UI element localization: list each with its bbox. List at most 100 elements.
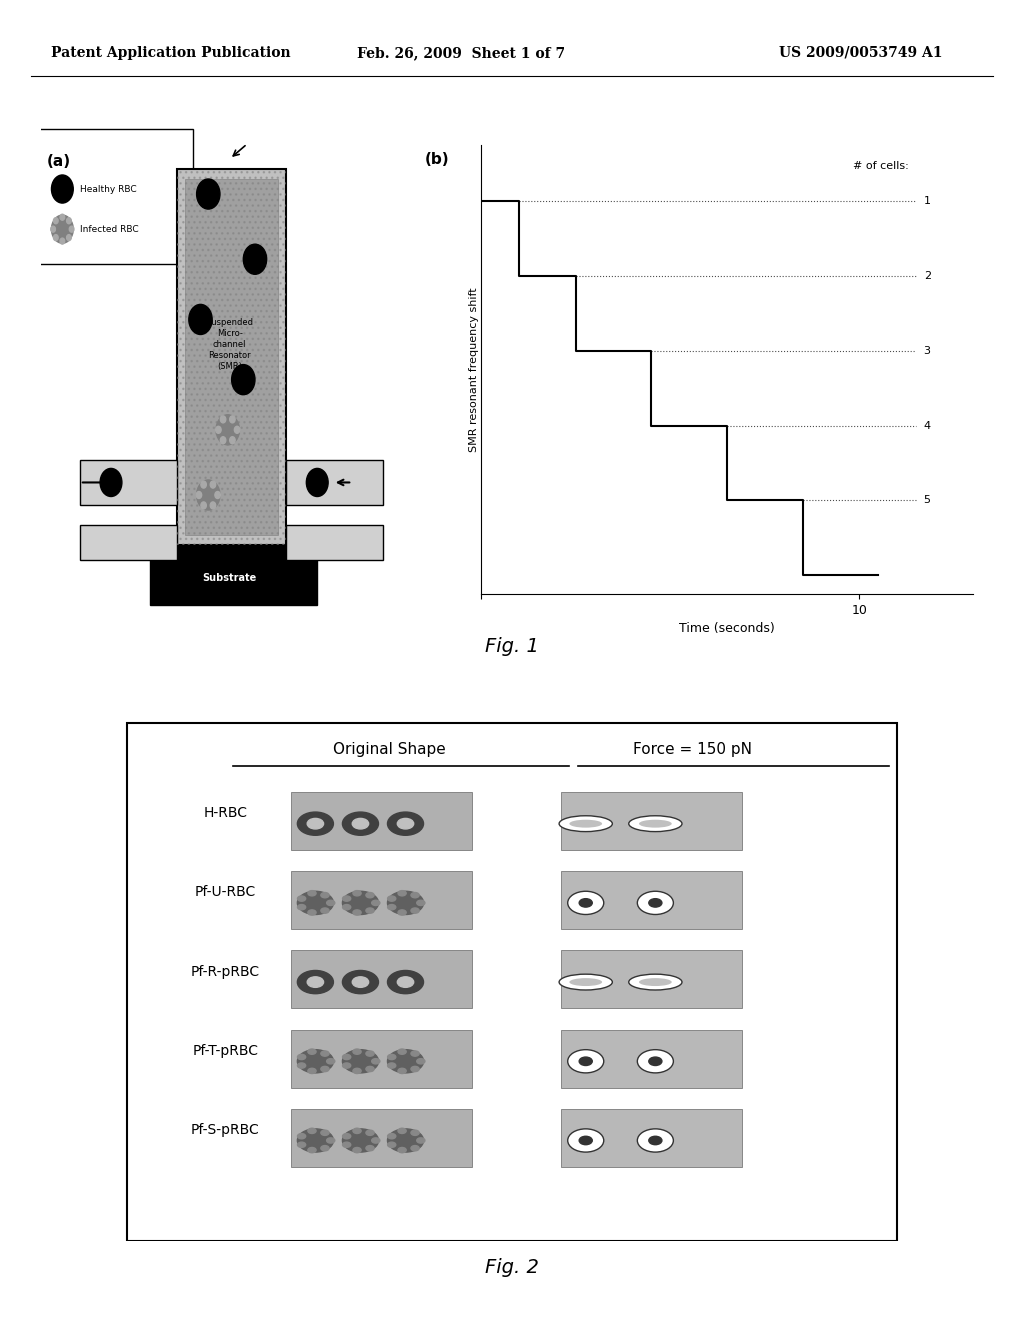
Ellipse shape [569,978,602,986]
Circle shape [417,1138,425,1143]
Ellipse shape [629,974,682,990]
Bar [185,180,279,535]
Ellipse shape [639,978,672,986]
Circle shape [366,908,374,913]
Circle shape [210,480,216,488]
Circle shape [327,1059,335,1064]
Text: 3: 3 [924,346,931,356]
Text: Suspended
Micro-
channel
Resonator
(SMR): Suspended Micro- channel Resonator (SMR) [206,318,253,371]
Circle shape [67,235,72,240]
Circle shape [70,226,74,232]
Circle shape [366,1067,374,1072]
Circle shape [398,1068,407,1073]
Ellipse shape [639,820,672,828]
Circle shape [321,908,329,913]
Circle shape [352,818,369,829]
Circle shape [388,1134,396,1139]
Bar [286,459,383,506]
Circle shape [307,818,324,829]
Bar [291,950,472,1008]
Circle shape [197,180,220,209]
Circle shape [201,502,207,510]
Circle shape [372,900,380,906]
Circle shape [387,891,424,915]
Circle shape [321,1051,329,1056]
Text: 2: 2 [924,271,931,281]
Circle shape [321,1146,329,1151]
Bar [177,169,286,545]
Circle shape [216,414,240,445]
Circle shape [649,899,662,907]
Circle shape [353,1068,361,1073]
Circle shape [60,214,65,220]
Circle shape [637,1129,674,1152]
Circle shape [388,1142,396,1147]
Circle shape [298,1055,306,1060]
Text: Fig. 2: Fig. 2 [485,1258,539,1276]
Circle shape [100,469,122,496]
Circle shape [366,892,374,898]
Circle shape [366,1146,374,1151]
Bar [561,871,742,929]
Circle shape [580,899,592,907]
Bar [561,792,742,850]
X-axis label: Time (seconds): Time (seconds) [679,622,775,635]
Circle shape [387,812,424,836]
Circle shape [411,908,419,913]
Ellipse shape [629,816,682,832]
Circle shape [297,891,334,915]
Circle shape [197,480,220,510]
Circle shape [308,891,316,896]
Circle shape [297,1049,334,1073]
Circle shape [417,900,425,906]
Circle shape [343,896,351,902]
Text: Infected RBC: Infected RBC [80,224,138,234]
Text: Pf-U-RBC: Pf-U-RBC [195,886,256,899]
Circle shape [388,896,396,902]
Circle shape [216,426,221,433]
Circle shape [388,1055,396,1060]
Text: # of cells:: # of cells: [853,161,908,172]
Circle shape [387,970,424,994]
Circle shape [308,1147,316,1152]
Circle shape [352,977,369,987]
Circle shape [307,977,324,987]
Circle shape [298,896,306,902]
Circle shape [387,1129,424,1152]
Circle shape [308,1049,316,1055]
Circle shape [215,491,220,499]
Circle shape [210,502,216,510]
Text: Feb. 26, 2009  Sheet 1 of 7: Feb. 26, 2009 Sheet 1 of 7 [356,46,565,59]
Circle shape [353,1129,361,1134]
Bar [561,950,742,1008]
Circle shape [327,900,335,906]
Text: Pf-S-pRBC: Pf-S-pRBC [190,1123,260,1137]
Circle shape [201,480,207,488]
Ellipse shape [559,816,612,832]
Circle shape [53,235,58,240]
Text: Patent Application Publication: Patent Application Publication [51,46,291,59]
Circle shape [637,1049,674,1073]
Circle shape [398,891,407,896]
Circle shape [229,437,236,444]
Circle shape [234,426,240,433]
Circle shape [297,1129,334,1152]
Circle shape [308,1068,316,1073]
Text: (b): (b) [425,152,450,166]
Circle shape [411,892,419,898]
Circle shape [387,1049,424,1073]
Circle shape [649,1057,662,1065]
Circle shape [298,1063,306,1068]
Ellipse shape [569,820,602,828]
Circle shape [366,1130,374,1135]
Circle shape [308,1129,316,1134]
Bar [177,169,286,545]
Y-axis label: SMR resonant frequency shift: SMR resonant frequency shift [469,288,478,451]
Circle shape [343,904,351,909]
Circle shape [229,416,236,422]
Circle shape [197,491,202,499]
Circle shape [342,1129,379,1152]
Text: H-RBC: H-RBC [204,807,247,820]
Circle shape [637,891,674,915]
Circle shape [411,1051,419,1056]
